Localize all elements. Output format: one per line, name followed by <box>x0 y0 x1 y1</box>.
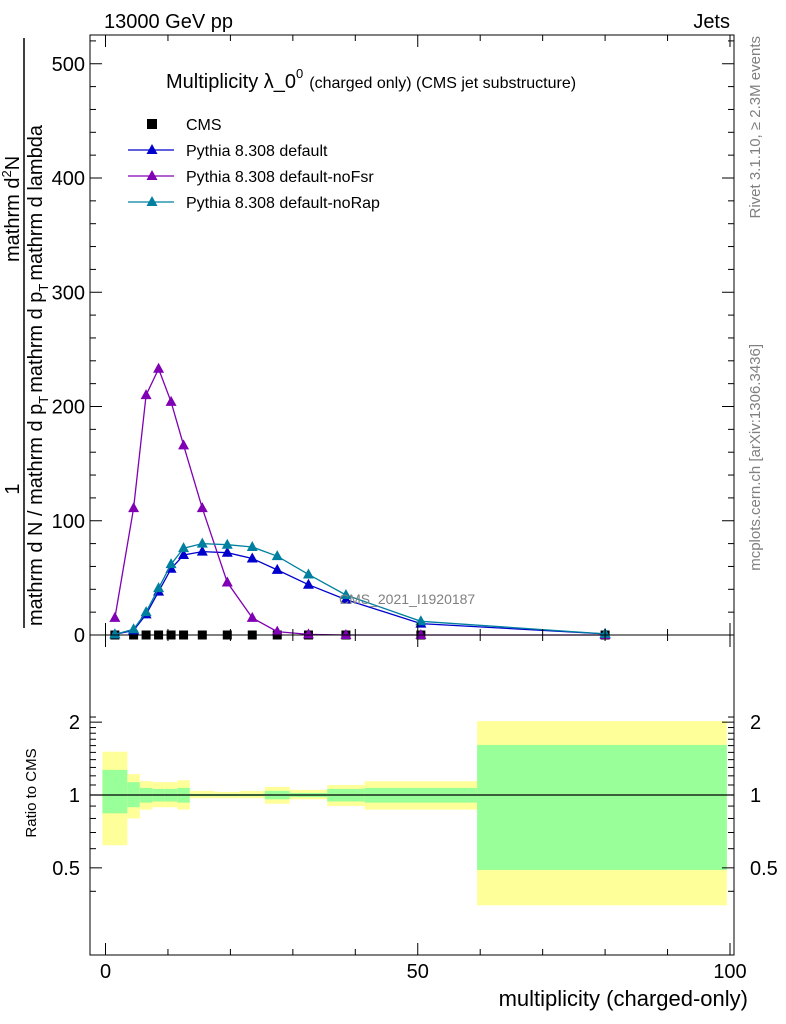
header-left: 13000 GeV pp <box>104 11 233 33</box>
mcplots-label: mcplots.cern.ch [arXiv:1306.3436] <box>747 344 764 571</box>
data-point <box>178 439 190 450</box>
data-point <box>271 550 283 561</box>
ratio-stat-band <box>102 769 128 814</box>
data-point <box>109 628 121 639</box>
ylabel-num2-a: mathrm d <box>2 178 24 262</box>
ratio-xtick-label: 50 <box>407 961 429 983</box>
ratio-ytick-label-right: 0.5 <box>750 858 778 880</box>
data-point <box>302 568 314 579</box>
data-point <box>340 629 352 639</box>
legend-marker-triangle <box>146 170 158 180</box>
series-line <box>114 542 606 636</box>
data-point <box>178 542 190 553</box>
main-ytick-label: 0 <box>74 625 85 647</box>
ratio-ytick-label: 2 <box>69 712 80 734</box>
data-point <box>340 589 352 600</box>
ylabel-den-b: mathrm d p <box>25 292 47 393</box>
data-point <box>246 611 258 622</box>
data-point <box>128 502 140 513</box>
legend-marker-square <box>147 119 157 129</box>
legend-label: Pythia 8.308 default-noFsr <box>186 169 374 186</box>
ratio-ytick-label-right: 1 <box>750 785 761 807</box>
data-point <box>196 537 208 548</box>
ylabel-den-c: mathrm d lambda <box>25 124 47 280</box>
main-ytick-label: 500 <box>52 54 85 76</box>
ylabel-num2-sup: 2 <box>0 170 14 177</box>
chart-subtitle: (charged only) (CMS jet substructure) <box>309 75 576 92</box>
data-point <box>128 623 140 634</box>
data-point <box>165 558 177 569</box>
data-point <box>140 606 152 617</box>
ratio-xlabel: multiplicity (charged-only) <box>499 986 748 1011</box>
main-ytick-label: 400 <box>52 168 85 190</box>
data-point <box>271 625 283 636</box>
data-point <box>415 615 427 626</box>
ylabel-num2-b: N <box>2 156 24 170</box>
ylabel-numerator: 1 <box>2 483 24 494</box>
main-ytick-label: 100 <box>52 511 85 533</box>
ratio-ylabel: Ratio to CMS <box>23 748 40 837</box>
data-point <box>221 538 233 549</box>
main-ytick-label: 300 <box>52 282 85 304</box>
legend-marker-triangle <box>146 196 158 206</box>
rivet-label: Rivet 3.1.10, ≥ 2.3M events <box>747 36 764 219</box>
data-point <box>221 576 233 587</box>
ylabel-den-sub: T <box>36 396 51 404</box>
data-point <box>246 541 258 552</box>
ratio-stat-band <box>477 744 727 870</box>
data-point <box>196 502 208 513</box>
main-ytick-label: 200 <box>52 397 85 419</box>
ratio-ytick-label: 0.5 <box>52 858 80 880</box>
main-ylabel: 1 mathrm d2N mathrm d N / mathrm d pTmat… <box>0 38 51 628</box>
legend-label: Pythia 8.308 default <box>186 143 328 160</box>
legend-marker-triangle <box>146 144 158 154</box>
ylabel-den-sub2: T <box>36 284 51 292</box>
data-point <box>302 578 314 589</box>
data-point <box>271 563 283 574</box>
ratio-xtick-label: 0 <box>100 961 111 983</box>
data-point <box>109 611 121 622</box>
legend-label: CMS <box>186 117 222 134</box>
data-point <box>165 395 177 406</box>
header-right: Jets <box>693 11 730 33</box>
ylabel-numerator-two: mathrm d2N <box>0 156 24 262</box>
data-point <box>302 628 314 639</box>
data-point <box>196 545 208 556</box>
ratio-xtick-label: 100 <box>713 961 746 983</box>
ratio-ytick-label: 1 <box>69 785 80 807</box>
ratio-ytick-label-right: 2 <box>750 712 761 734</box>
data-point <box>178 549 190 560</box>
chart-title-sup: 0 <box>296 66 303 81</box>
data-point <box>153 362 165 373</box>
ylabel-den-a: mathrm d N / mathrm d p <box>25 404 47 626</box>
chart-title-main: Multiplicity λ_0 <box>166 71 296 93</box>
data-point <box>246 552 258 563</box>
chart-title: Multiplicity λ_00 (charged only) (CMS jet… <box>166 66 576 93</box>
analysis-watermark: CMS_2021_I1920187 <box>339 591 475 607</box>
ylabel-denominator: mathrm d N / mathrm d pTmathrm d pTmathr… <box>25 124 51 626</box>
data-point <box>221 546 233 557</box>
legend: CMS Pythia 8.308 default Pythia 8.308 defa… <box>128 117 380 212</box>
ratio-plot: 0.5 0.5 1 1 2 2 0 50 100 Ratio to CMS multiplici… <box>23 634 778 1011</box>
legend-label: Pythia 8.308 default-noRap <box>186 195 380 212</box>
data-point <box>140 389 152 400</box>
data-point <box>153 582 165 593</box>
